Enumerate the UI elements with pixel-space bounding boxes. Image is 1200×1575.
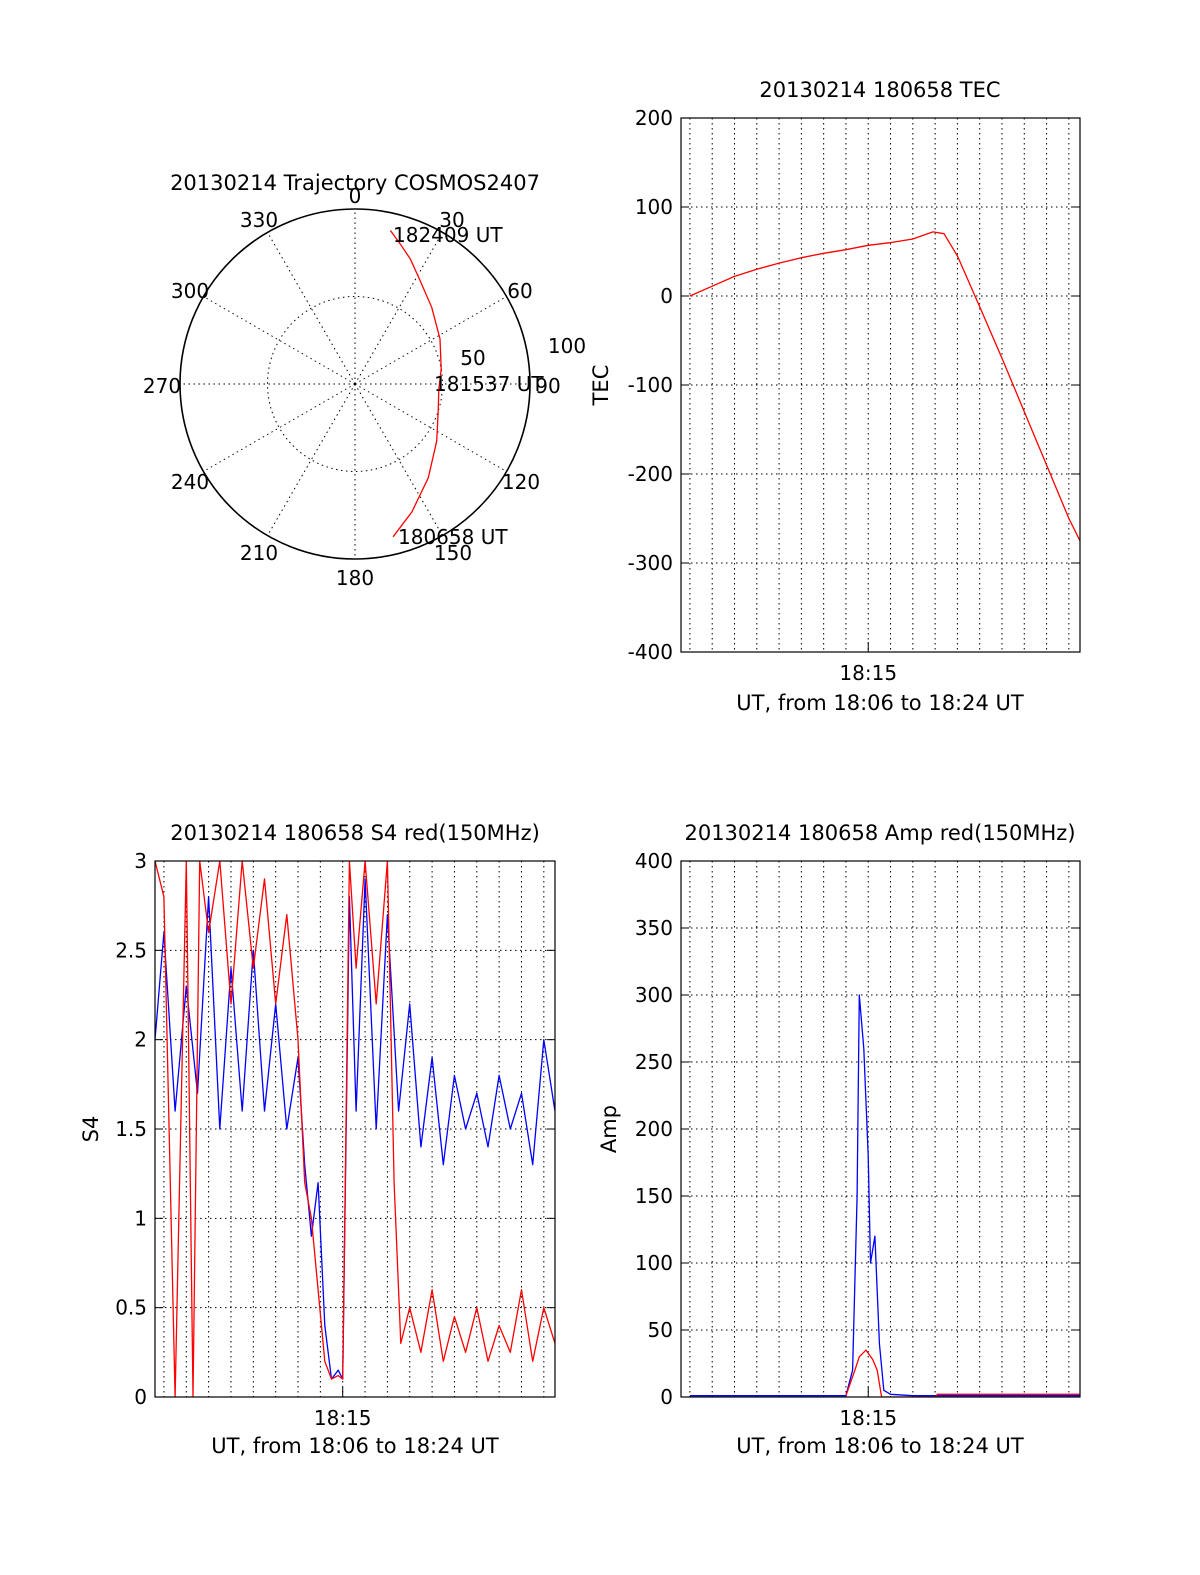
- y-tick-label: 3: [134, 849, 147, 873]
- y-tick-label: 350: [635, 916, 673, 940]
- trajectory-time-label: 182409 UT: [393, 223, 503, 247]
- polar-angle-label: 330: [240, 208, 278, 232]
- chart-title: 20130214 180658 S4 red(150MHz): [170, 821, 540, 845]
- y-tick-label: 100: [635, 1251, 673, 1275]
- y-tick-label: 2.5: [115, 938, 147, 962]
- y-tick-label: 0: [660, 284, 673, 308]
- s4-line-chart: 20130214 180658 S4 red(150MHz) UT, from …: [79, 821, 556, 1458]
- red-series-line: [155, 861, 555, 1397]
- polar-angle-label: 90: [535, 374, 560, 398]
- polar-angle-label: 150: [434, 541, 472, 565]
- polar-angle-label: 120: [502, 470, 540, 494]
- y-axis-label: S4: [79, 1116, 103, 1143]
- polar-spoke: [354, 296, 507, 385]
- y-tick-label: -100: [628, 373, 673, 397]
- polar-spoke: [354, 232, 443, 385]
- polar-grid-circle: [267, 296, 443, 472]
- trajectory-polar-chart: 20130214 Trajectory COSMOS2407 0 30 60 90 12…: [143, 171, 586, 590]
- x-tick-label: 18:15: [839, 661, 897, 685]
- amp-line-chart: 20130214 180658 Amp red(150MHz) UT, from…: [597, 821, 1081, 1458]
- blue-series-line: [689, 994, 1080, 1397]
- x-axis-label: UT, from 18:06 to 18:24 UT: [736, 691, 1024, 715]
- chart-title: 20130214 180658 Amp red(150MHz): [684, 821, 1075, 845]
- polar-spoke: [354, 383, 443, 536]
- trajectory-series: [389, 230, 442, 538]
- y-axis-label: TEC: [589, 365, 613, 407]
- x-axis-label: UT, from 18:06 to 18:24 UT: [736, 1434, 1024, 1458]
- polar-angle-label: 180: [336, 566, 374, 590]
- plot-frame: [680, 860, 1081, 1398]
- y-tick-label: 2: [134, 1028, 147, 1052]
- y-tick-label: 0.5: [115, 1296, 147, 1320]
- y-tick-label: 1: [134, 1206, 147, 1230]
- y-axis-label: Amp: [597, 1105, 621, 1153]
- red-series-line: [845, 1349, 1080, 1397]
- polar-spoke: [267, 232, 356, 385]
- polar-outer-circle: [179, 208, 531, 560]
- plot-frame: [680, 117, 1081, 653]
- y-tick-label: 200: [635, 106, 673, 130]
- polar-spoke: [354, 383, 507, 472]
- polar-spoke: [203, 383, 356, 472]
- trajectory-time-label: 180658 UT: [398, 525, 508, 549]
- polar-radius-label: 50: [460, 346, 485, 370]
- x-axis-label: UT, from 18:06 to 18:24 UT: [211, 1434, 499, 1458]
- tec-line-chart: 20130214 180658 TEC UT, from 18:06 to 18…: [589, 78, 1081, 715]
- x-tick-label: 18:15: [314, 1406, 372, 1430]
- polar-angle-label: 210: [240, 541, 278, 565]
- plot-frame: [154, 860, 556, 1398]
- y-tick-label: 400: [635, 849, 673, 873]
- y-tick-label: 100: [635, 195, 673, 219]
- plot-area: [689, 231, 1080, 542]
- polar-radius-label: 100: [548, 334, 586, 358]
- chart-title: 20130214 Trajectory COSMOS2407: [170, 171, 540, 195]
- polar-angle-label: 270: [143, 374, 181, 398]
- plot-area: [155, 861, 555, 1397]
- y-tick-label: 50: [648, 1318, 673, 1342]
- polar-angle-label: 60: [507, 279, 532, 303]
- y-tick-label: 0: [134, 1385, 147, 1409]
- red-series-line: [689, 231, 1080, 542]
- y-tick-label: 300: [635, 983, 673, 1007]
- y-tick-label: -400: [628, 640, 673, 664]
- polar-angle-label: 240: [171, 470, 209, 494]
- x-tick-label: 18:15: [839, 1406, 897, 1430]
- polar-spoke: [203, 296, 356, 385]
- polar-angle-label: 0: [349, 184, 362, 208]
- y-tick-label: 250: [635, 1050, 673, 1074]
- polar-angle-label: 30: [439, 208, 464, 232]
- y-tick-label: -200: [628, 462, 673, 486]
- chart-title: 20130214 180658 TEC: [759, 78, 1000, 102]
- y-tick-label: 1.5: [115, 1117, 147, 1141]
- polar-angle-label: 300: [171, 279, 209, 303]
- polar-spoke: [267, 383, 356, 536]
- y-tick-label: -300: [628, 551, 673, 575]
- y-tick-label: 150: [635, 1184, 673, 1208]
- plot-area: [689, 994, 1080, 1397]
- y-tick-label: 200: [635, 1117, 673, 1141]
- y-tick-label: 0: [660, 1385, 673, 1409]
- trajectory-time-label: 181537 UT: [434, 372, 544, 396]
